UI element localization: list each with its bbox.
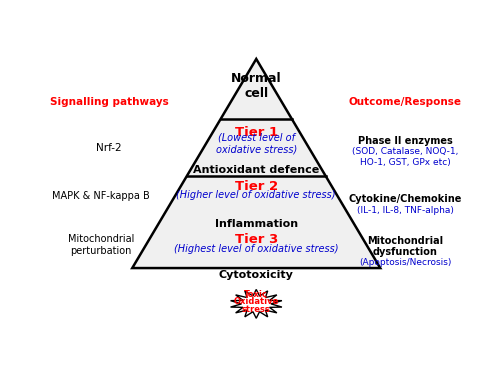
Text: (Lowest level of
oxidative stress): (Lowest level of oxidative stress) — [216, 133, 297, 154]
Text: Outcome/Response: Outcome/Response — [349, 97, 462, 107]
Text: Mitochondrial: Mitochondrial — [368, 236, 444, 246]
Text: (Higher level of oxidative stress): (Higher level of oxidative stress) — [176, 190, 336, 200]
Text: (Highest level of oxidative stress): (Highest level of oxidative stress) — [174, 244, 338, 254]
Text: (IL-1, IL-8, TNF-alpha): (IL-1, IL-8, TNF-alpha) — [357, 206, 454, 215]
Text: Normal
cell: Normal cell — [231, 72, 281, 100]
Text: Mitochondrial
perturbation: Mitochondrial perturbation — [68, 234, 134, 256]
Text: Tier 1: Tier 1 — [234, 125, 278, 138]
Text: (Apoptosis/Necrosis): (Apoptosis/Necrosis) — [359, 258, 452, 267]
Text: Toxic: Toxic — [244, 290, 268, 299]
Text: HO-1, GST, GPx etc): HO-1, GST, GPx etc) — [360, 158, 451, 167]
Text: Antioxidant defence: Antioxidant defence — [193, 165, 320, 175]
Text: Tier 2: Tier 2 — [234, 180, 278, 193]
Text: dysfunction: dysfunction — [373, 247, 438, 257]
Text: Oxidative: Oxidative — [234, 297, 279, 306]
Polygon shape — [132, 59, 380, 268]
Text: Cytotoxicity: Cytotoxicity — [219, 270, 294, 280]
Text: stress: stress — [242, 305, 270, 314]
Text: MAPK & NF-kappa B: MAPK & NF-kappa B — [52, 192, 150, 202]
Text: (SOD, Catalase, NOQ-1,: (SOD, Catalase, NOQ-1, — [352, 147, 459, 156]
Text: Signalling pathways: Signalling pathways — [50, 97, 168, 107]
Text: Nrf-2: Nrf-2 — [96, 143, 122, 153]
Polygon shape — [230, 289, 282, 318]
Text: Inflammation: Inflammation — [214, 219, 298, 229]
Text: Tier 3: Tier 3 — [234, 233, 278, 246]
Text: Phase II enzymes: Phase II enzymes — [358, 136, 453, 145]
Text: Cytokine/Chemokine: Cytokine/Chemokine — [349, 194, 462, 204]
